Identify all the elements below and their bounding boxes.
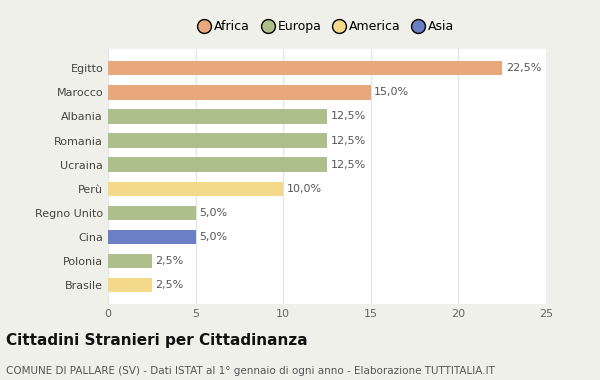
Legend: Africa, Europa, America, Asia: Africa, Europa, America, Asia [197,17,457,35]
Bar [108,61,502,76]
Text: 12,5%: 12,5% [331,111,366,122]
Bar [108,230,196,244]
Text: 5,0%: 5,0% [199,232,227,242]
Text: 10,0%: 10,0% [287,184,322,194]
Text: 2,5%: 2,5% [155,280,184,290]
Text: 15,0%: 15,0% [374,87,409,97]
Text: 5,0%: 5,0% [199,208,227,218]
Bar [108,254,152,268]
Bar [108,133,327,148]
Bar [108,182,283,196]
Text: Cittadini Stranieri per Cittadinanza: Cittadini Stranieri per Cittadinanza [6,333,308,348]
Bar [108,109,327,124]
Bar [108,278,152,293]
Text: 2,5%: 2,5% [155,256,184,266]
Bar [108,157,327,172]
Bar [108,206,196,220]
Text: COMUNE DI PALLARE (SV) - Dati ISTAT al 1° gennaio di ogni anno - Elaborazione TU: COMUNE DI PALLARE (SV) - Dati ISTAT al 1… [6,366,495,376]
Text: 22,5%: 22,5% [506,63,541,73]
Text: 12,5%: 12,5% [331,160,366,169]
Bar [108,85,371,100]
Text: 12,5%: 12,5% [331,136,366,146]
